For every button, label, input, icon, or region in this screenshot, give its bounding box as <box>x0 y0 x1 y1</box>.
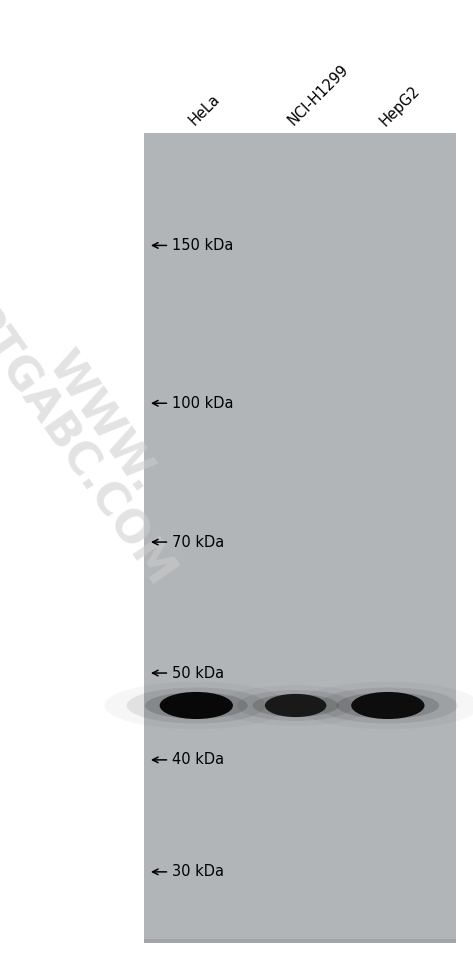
Ellipse shape <box>159 692 233 719</box>
Ellipse shape <box>127 688 266 723</box>
Text: 40 kDa: 40 kDa <box>172 752 224 768</box>
Text: 50 kDa: 50 kDa <box>172 665 224 681</box>
Text: 30 kDa: 30 kDa <box>172 864 224 879</box>
Text: HepG2: HepG2 <box>377 83 423 129</box>
Text: 70 kDa: 70 kDa <box>172 535 224 549</box>
Text: HeLa: HeLa <box>186 92 222 129</box>
Ellipse shape <box>145 692 248 718</box>
Ellipse shape <box>351 692 425 719</box>
Bar <box>144 133 456 943</box>
Bar <box>144 939 456 943</box>
Ellipse shape <box>237 690 354 721</box>
Ellipse shape <box>318 688 457 723</box>
Text: NCI-H1299: NCI-H1299 <box>285 62 351 129</box>
Text: 150 kDa: 150 kDa <box>172 238 233 253</box>
Ellipse shape <box>336 692 439 718</box>
Ellipse shape <box>253 694 339 717</box>
Ellipse shape <box>265 694 326 718</box>
Text: 100 kDa: 100 kDa <box>172 396 233 411</box>
Text: WWW.
PTGABC.COM: WWW. PTGABC.COM <box>0 275 216 596</box>
